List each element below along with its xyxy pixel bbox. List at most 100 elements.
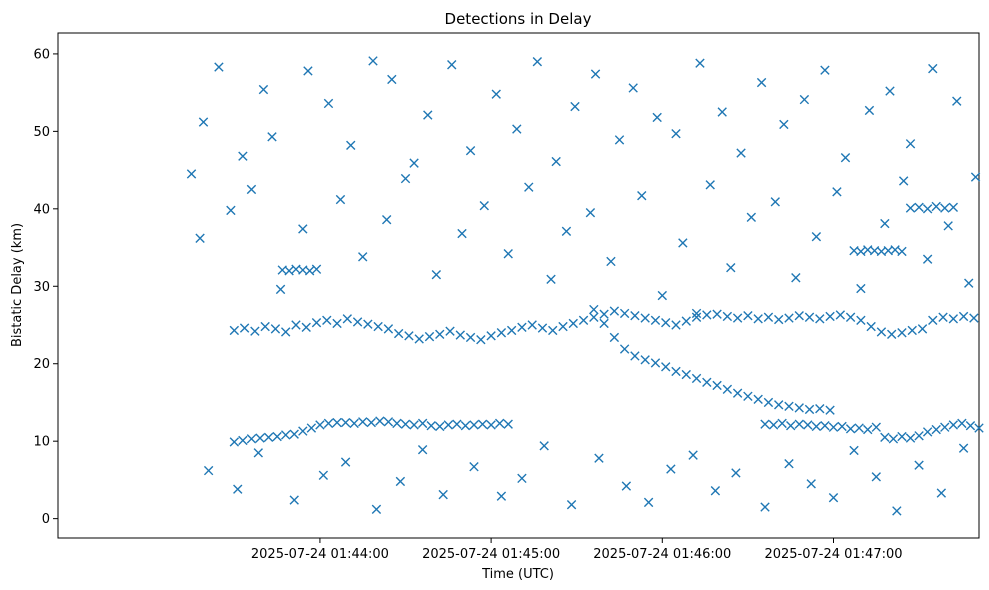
data-point-noise <box>457 228 467 239</box>
data-point-track-25km-late <box>774 314 784 325</box>
data-point-noise <box>880 218 890 229</box>
data-point-noise <box>688 450 698 460</box>
data-point-track-25km-early <box>424 331 435 342</box>
data-point-cluster-40km <box>940 203 950 213</box>
data-point-noise <box>770 197 780 207</box>
data-point-noise <box>678 238 688 248</box>
data-point-track-12km-late <box>897 431 907 442</box>
data-point-track-10-12km-early <box>246 434 257 444</box>
y-tick-label: 10 <box>33 435 50 450</box>
data-point-noise <box>643 497 654 508</box>
data-point-track-25km-late <box>948 314 959 324</box>
data-point-track-10-12km-early <box>494 418 505 429</box>
data-point-track-25km-early <box>404 331 414 341</box>
data-point-noise <box>705 180 715 190</box>
data-point-noise <box>233 484 243 494</box>
data-point-noise <box>195 233 205 243</box>
data-point-noise <box>799 94 810 105</box>
data-point-noise <box>731 468 741 478</box>
data-point-noise <box>820 65 830 75</box>
data-point-noise <box>203 465 214 476</box>
data-point-track-25km-early <box>578 315 589 326</box>
y-tick-label: 60 <box>33 47 50 62</box>
data-point-noise <box>871 472 881 482</box>
data-point-track-10-12km-early <box>332 417 342 428</box>
data-point-noise <box>298 224 308 234</box>
data-point-track-25km-early <box>476 335 486 345</box>
data-point-noise <box>346 140 356 151</box>
data-point-track-12km-late <box>888 434 899 444</box>
data-point-track-decreasing <box>599 318 609 329</box>
data-point-noise <box>710 486 721 496</box>
data-point-noise <box>885 86 895 96</box>
data-point-track-10-12km-early <box>238 435 248 446</box>
data-point-cluster-35km <box>897 246 907 257</box>
data-point-noise <box>479 201 489 211</box>
data-point-track-25km-early <box>640 313 650 323</box>
data-point-track-decreasing <box>784 401 794 412</box>
data-point-track-10-12km-early <box>486 420 496 430</box>
data-point-track-25km-early <box>383 324 394 334</box>
y-tick-label: 30 <box>33 280 50 295</box>
data-point-track-decreasing <box>774 400 784 410</box>
data-point-track-decreasing <box>743 391 753 401</box>
data-point-track-25km-late <box>712 309 722 319</box>
data-point-noise <box>465 146 476 156</box>
data-point-track-25km-late <box>866 321 876 332</box>
data-point-noise <box>657 290 667 301</box>
data-point-track-25km-late <box>886 329 897 339</box>
data-point-noise <box>409 158 419 168</box>
data-point-cluster-40km <box>922 204 933 214</box>
data-point-track-25km-early <box>661 317 671 328</box>
data-point-noise <box>431 269 442 280</box>
data-point-track-12km-late <box>880 432 890 443</box>
data-point-track-12km-late <box>854 423 864 433</box>
data-point-track-decreasing <box>753 394 763 405</box>
data-point-track-decreasing <box>763 397 774 408</box>
data-point-track-decreasing <box>650 358 661 368</box>
data-point-noise <box>517 473 527 484</box>
data-point-track-decreasing <box>794 403 804 413</box>
data-point-track-10-12km-early <box>417 418 428 429</box>
data-point-noise <box>726 262 736 273</box>
data-point-noise <box>387 74 397 85</box>
data-point-track-10-12km-early <box>443 420 454 430</box>
data-point-noise <box>784 458 794 469</box>
data-point-track-25km-early <box>517 322 527 333</box>
data-point-track-25km-early <box>352 317 363 327</box>
data-point-track-25km-late <box>897 328 907 338</box>
data-point-noise <box>368 56 378 66</box>
data-point-track-25km-early <box>589 312 599 322</box>
data-point-noise <box>736 148 746 158</box>
data-point-track-10-12km-early <box>392 418 402 429</box>
data-point-track-10-12km-early <box>289 429 299 439</box>
y-tick-label: 50 <box>33 125 50 140</box>
data-point-noise <box>447 60 457 70</box>
data-point-track-decreasing <box>804 404 815 415</box>
data-point-noise <box>892 506 902 516</box>
data-point-noise <box>970 172 981 182</box>
data-point-track-12km-late <box>811 421 822 432</box>
data-point-noise <box>614 135 625 145</box>
data-point-noise <box>746 212 757 223</box>
data-point-track-10-12km-early <box>323 418 334 429</box>
data-point-track-12km-late <box>863 424 873 435</box>
data-point-track-10-12km-early <box>426 420 436 431</box>
data-point-track-25km-early <box>599 309 609 319</box>
data-point-track-25km-early <box>311 317 322 328</box>
data-point-track-decreasing <box>609 332 620 343</box>
data-point-track-25km-late <box>794 311 804 321</box>
data-point-track-10-12km-early <box>460 420 471 431</box>
data-point-track-25km-late <box>815 314 825 324</box>
data-point-track-decreasing <box>630 351 640 361</box>
data-point-track-25km-early <box>301 322 311 333</box>
data-point-noise <box>652 112 662 123</box>
data-point-track-25km-early <box>691 312 702 322</box>
data-point-noise <box>400 173 411 184</box>
data-point-noise <box>512 124 522 134</box>
data-point-track-10-12km-early <box>280 430 291 440</box>
data-point-noise <box>469 462 479 472</box>
data-point-track-12km-late <box>914 431 924 441</box>
data-point-track-decreasing <box>619 344 630 354</box>
